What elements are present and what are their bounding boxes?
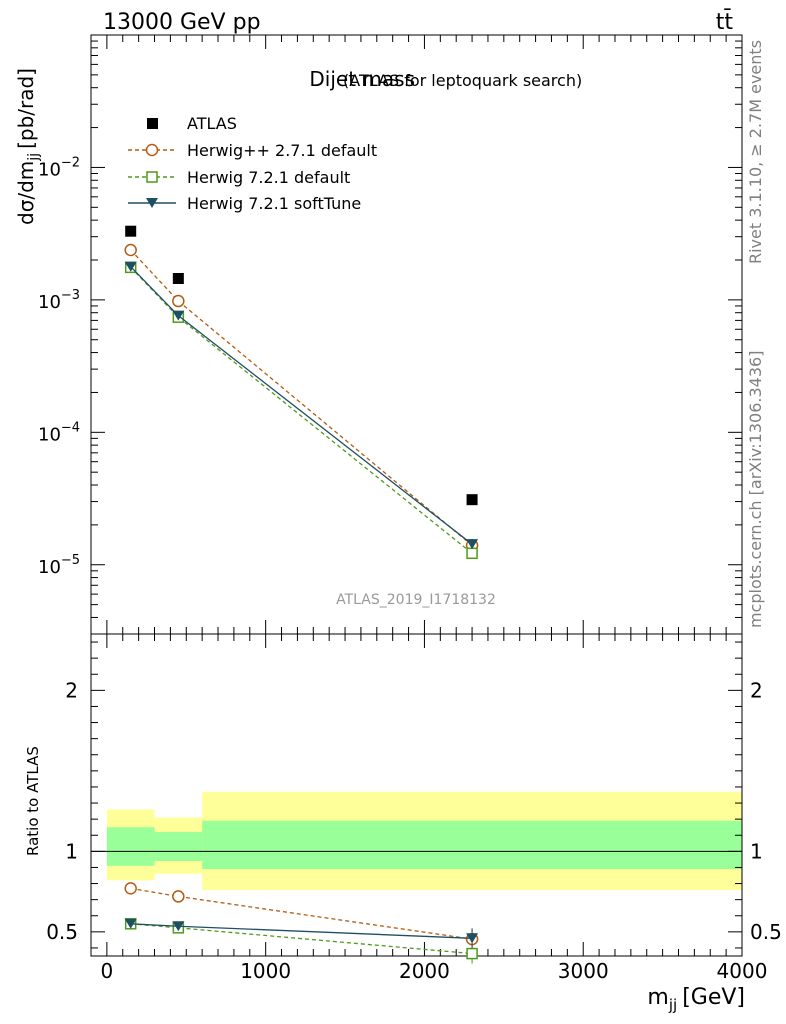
header-energy-label: 13000 GeV pp (103, 10, 261, 35)
legend-marker-atlas (147, 118, 158, 129)
main-panel: 10−2 10−3 10−4 10−5 Dijet mass (ATLAS for l… (14, 34, 743, 635)
ratio-axis-ticks: 0.5 0.5 1 1 2 2 0 1000 2000 3000 4000 (46, 634, 782, 983)
x-tick-label: 0 (101, 959, 114, 983)
ratio-y-tick-label-right: 0.5 (750, 920, 782, 944)
ratio-y-axis-label: Ratio to ATLAS (24, 746, 42, 856)
rivet-version-label: Rivet 3.1.10, ≥ 2.7M events (746, 40, 765, 264)
ratio-y-tick-label-right: 2 (750, 678, 763, 702)
main-y-tick-label: 10−3 (38, 288, 80, 313)
ratio-y-tick-label-right: 1 (750, 839, 763, 863)
legend-marker-herwigpp (145, 143, 159, 157)
main-point-herwigpp (172, 294, 185, 308)
ratio-y-tick-label-left: 2 (65, 678, 78, 702)
main-y-tick-label: 10−4 (38, 420, 80, 445)
main-series-line-herwig721 (130, 266, 473, 554)
legend-label-herwigpp: Herwig++ 2.7.1 default (187, 141, 377, 160)
ratio-y-tick-label-left: 1 (65, 839, 78, 863)
main-point-softtune (124, 261, 137, 272)
mcplots-source-label: mcplots.cern.ch [arXiv:1306.3436] (746, 351, 765, 628)
main-point-herwig721 (466, 547, 478, 560)
ratio-point-herwigpp (124, 882, 137, 895)
chart-title: Dijet mass (309, 67, 415, 91)
legend-entry-softtune: Herwig 7.2.1 softTune (128, 194, 361, 213)
main-y-tick-label: 10−5 (38, 553, 80, 578)
legend-label-atlas: ATLAS (187, 114, 237, 133)
legend: ATLAS Herwig++ 2.7.1 default Herwig 7.2.… (128, 114, 377, 213)
main-point-data (172, 273, 184, 285)
ratio-point-herwigpp (172, 890, 185, 903)
main-point-data (125, 225, 137, 237)
ratio-point-softtune (466, 933, 479, 944)
analysis-watermark: ATLAS_2019_I1718132 (336, 592, 496, 608)
ratio-series-line-herwigpp (130, 887, 473, 940)
legend-entry-atlas: ATLAS (147, 114, 237, 133)
ratio-y-tick-label-left: 0.5 (46, 920, 78, 944)
ratio-point-softtune (172, 921, 185, 932)
legend-label-herwig721: Herwig 7.2.1 default (187, 168, 350, 187)
ratio-band-inner (106, 827, 155, 866)
chart-subtitle: (ATLAS for leptoquark search) (343, 71, 582, 90)
main-y-tick-label: 10−2 (38, 155, 80, 180)
x-tick-label: 3000 (558, 959, 609, 983)
header-process-label: tt̄ (716, 9, 734, 35)
main-series-line-herwigpp (130, 249, 473, 546)
ratio-point-herwig721 (466, 947, 478, 960)
legend-entry-herwigpp: Herwig++ 2.7.1 default (128, 141, 377, 160)
legend-entry-herwig721: Herwig 7.2.1 default (128, 168, 350, 187)
ratio-uncertainty-bands (106, 791, 742, 890)
x-tick-label: 1000 (240, 959, 291, 983)
main-axis-ticks: 10−2 10−3 10−4 10−5 (38, 34, 743, 635)
main-point-data (466, 494, 478, 506)
main-data-series (124, 225, 479, 560)
legend-label-softtune: Herwig 7.2.1 softTune (187, 194, 361, 213)
legend-marker-softtune (146, 198, 158, 208)
ratio-band-inner (154, 832, 203, 862)
x-axis-label: mjj [GeV] (647, 985, 745, 1014)
x-tick-label: 4000 (717, 959, 768, 983)
legend-marker-herwig721 (146, 171, 158, 183)
ratio-data-series (124, 882, 479, 964)
main-point-softtune (466, 539, 479, 550)
x-tick-label: 2000 (399, 959, 450, 983)
ratio-frame (90, 633, 743, 957)
ratio-point-softtune (124, 918, 137, 929)
main-point-softtune (172, 310, 185, 321)
main-y-axis-label: dσ/dmjj[pb/rad] (14, 68, 42, 225)
ratio-band-inner (202, 820, 742, 870)
ratio-panel: 0.5 0.5 1 1 2 2 0 1000 2000 3000 4000 Ratio to ATL… (24, 633, 782, 1014)
main-point-herwigpp (124, 243, 137, 257)
